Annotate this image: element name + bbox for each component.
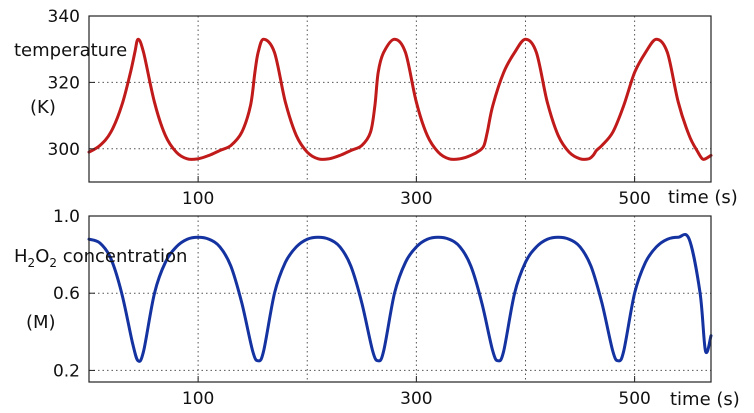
h2o2-axis-label: H2O2 concentration [14, 246, 187, 270]
temperature-unit-label: (K) [30, 97, 56, 118]
temperature-xtick-label-300: 300 [400, 189, 432, 209]
temperature-ytick-label-1: 320 [48, 73, 80, 93]
temperature-plot-frame [88, 15, 712, 183]
temperature-ytick-label-0: 300 [48, 140, 80, 160]
h2o2-ytick-label-2: 1.0 [53, 207, 80, 227]
temperature-xtick-label-500: 500 [618, 189, 650, 209]
h2o2-plot-frame [88, 215, 712, 383]
time-axis-label-top: time (s) [668, 187, 738, 208]
temperature-panel: 100 300 500 300 320 340 temperature (K) time … [14, 7, 738, 209]
h2o2-unit-label: (M) [26, 312, 56, 333]
temperature-axis-label: temperature [14, 40, 127, 61]
temperature-curve [87, 37, 713, 161]
h2o2-xtick-label-100: 100 [182, 389, 214, 409]
h2o2-label-h1: H [14, 246, 28, 267]
h2o2-xtick-label-300: 300 [400, 389, 432, 409]
time-axis-label-bottom: time (s) [670, 389, 740, 410]
h2o2-label-rest: concentration [57, 246, 187, 267]
h2o2-label-sub1: 2 [28, 256, 36, 270]
temperature-xtick-label-100: 100 [182, 189, 214, 209]
h2o2-ytick-label-0: 0.2 [53, 361, 80, 381]
h2o2-xtick-label-500: 500 [618, 389, 650, 409]
h2o2-ytick-label-1: 0.6 [53, 284, 80, 304]
temperature-ytick-label-2: 340 [48, 7, 80, 27]
h2o2-curve [87, 232, 713, 363]
h2o2-label-o: O [35, 246, 49, 267]
h2o2-label-sub2: 2 [49, 256, 57, 270]
